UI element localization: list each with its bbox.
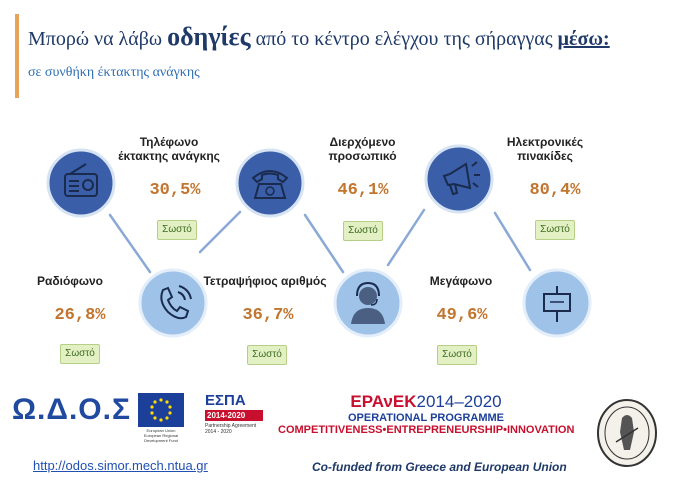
espa-years: 2014-2020 xyxy=(205,410,263,421)
epanek-logo: ΕΡΑνΕΚ2014–2020 OPERATIONAL PROGRAMME CO… xyxy=(278,392,574,437)
label-radio: Ραδιόφωνο xyxy=(36,274,104,288)
accent-bar xyxy=(15,14,19,98)
badge-emergency-phone: Σωστό xyxy=(157,220,197,240)
radio-circle xyxy=(46,148,116,218)
megaphone-circle xyxy=(424,144,494,214)
percent-passing-staff: 46,1% xyxy=(337,181,389,200)
badge-radio: Σωστό xyxy=(60,344,100,364)
label-passing-staff: Διερχόμενο προσωπικό xyxy=(328,135,397,163)
percent-radio: 26,8% xyxy=(54,306,106,325)
espa-caption: Partnership Agreement 2014 - 2020 xyxy=(205,423,257,435)
headset-operator-circle xyxy=(333,268,403,338)
epanek-programme: OPERATIONAL PROGRAMME xyxy=(347,412,505,424)
label-megaphone: Μεγάφωνο xyxy=(429,274,493,288)
epanek-slogan: COMPETITIVENESS•ENTREPRENEURSHIP•INNOVAT… xyxy=(278,424,575,436)
eu-stars-icon xyxy=(150,398,172,422)
signboard-icon xyxy=(522,268,592,338)
seal-icon xyxy=(597,399,657,467)
page-subtitle: σε συνθήκη έκτακτης ανάγκης xyxy=(28,65,200,80)
signboard-circle xyxy=(522,268,592,338)
epanek-name: ΕΡΑνΕΚ xyxy=(350,392,417,411)
project-url-link[interactable]: http://odos.simor.mech.ntua.gr xyxy=(33,458,208,473)
badge-electronic-signs: Σωστό xyxy=(535,220,575,240)
label-emergency-phone: Τηλέφωνο έκτακτης ανάγκης xyxy=(118,135,220,163)
telephone-icon xyxy=(235,148,305,218)
radio-icon xyxy=(46,148,116,218)
university-seal-logo xyxy=(596,398,658,468)
percent-emergency-phone: 30,5% xyxy=(149,181,201,200)
eu-flag-logo xyxy=(138,393,184,427)
percent-megaphone: 49,6% xyxy=(436,306,488,325)
page-title: Μπορώ να λάβω οδηγίες από το κέντρο ελέγ… xyxy=(28,22,610,51)
phone-call-icon xyxy=(138,268,208,338)
eu-caption: European Union European Regional Develop… xyxy=(143,428,179,443)
phone-call-circle xyxy=(138,268,208,338)
percent-electronic-signs: 80,4% xyxy=(529,181,581,200)
label-electronic-signs: Ηλεκτρονικές πινακίδες xyxy=(506,135,584,163)
epanek-years: 2014–2020 xyxy=(416,392,502,411)
megaphone-icon xyxy=(424,144,494,214)
cofunded-text: Co-funded from Greece and European Union xyxy=(312,460,567,474)
percent-four-digit-number: 36,7% xyxy=(242,306,294,325)
label-four-digit-number: Τετραψήφιος αριθμός xyxy=(203,274,327,288)
espa-title: ΕΣΠΑ xyxy=(205,392,246,409)
telephone-circle xyxy=(235,148,305,218)
headset-operator-icon xyxy=(333,268,403,338)
badge-megaphone: Σωστό xyxy=(437,345,477,365)
espa-logo: ΕΣΠΑ 2014-2020 Partnership Agreement 201… xyxy=(205,392,263,448)
badge-four-digit-number: Σωστό xyxy=(247,345,287,365)
odos-logo: Ω.Δ.Ο.Σ xyxy=(12,393,131,426)
badge-passing-staff: Σωστό xyxy=(343,221,383,241)
